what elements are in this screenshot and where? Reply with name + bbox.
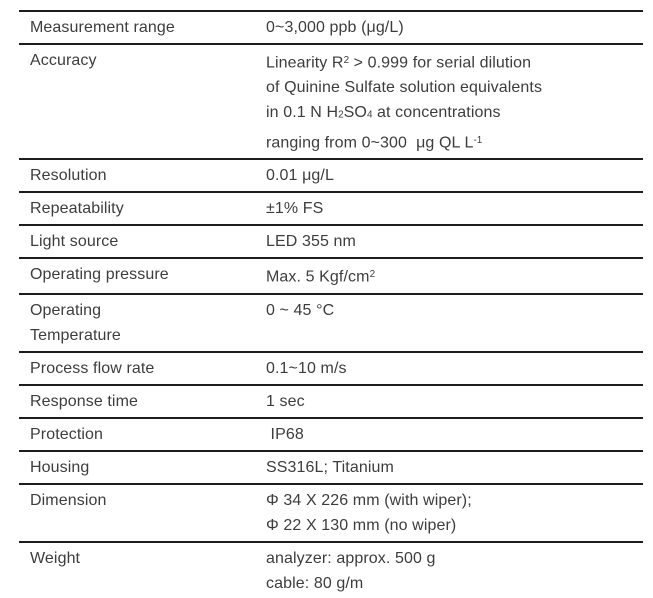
- spec-value-line: 1 sec: [266, 389, 643, 414]
- spec-label-line: Temperature: [30, 326, 121, 344]
- spec-value-line: cable: 80 g/m: [266, 571, 643, 596]
- spec-label-line: Weight: [30, 549, 81, 567]
- spec-label: Dimension: [19, 488, 266, 538]
- spec-value-line: Φ 22 X 130 mm (no wiper): [266, 513, 643, 538]
- spec-value-sup-segment: 2: [343, 55, 350, 66]
- spec-value-sup-segment: -1: [473, 134, 483, 146]
- spec-table: Measurement range 0~3,000 ppb (μg/L) Acc…: [19, 10, 643, 598]
- spec-label-line: Measurement range: [30, 19, 175, 36]
- spec-value-segment: Max. 5 Kgf/cm: [266, 268, 370, 286]
- spec-row: Response time 1 sec: [19, 386, 643, 419]
- spec-label: Process flow rate: [19, 356, 266, 381]
- spec-value: Max. 5 Kgf/cm2: [266, 262, 643, 289]
- spec-label: Protection: [19, 422, 266, 447]
- spec-row: Accuracy Linearity R2 > 0.999 for serial…: [19, 45, 643, 161]
- spec-row: Light source LED 355 nm: [19, 226, 643, 260]
- spec-value-segment: Φ 22 X 130 mm (no wiper): [266, 516, 457, 534]
- spec-value-segment: Φ 34 X 226 mm (with wiper);: [266, 491, 472, 509]
- spec-label: Accuracy: [19, 48, 266, 155]
- spec-row: Housing SS316L; Titanium: [19, 452, 643, 485]
- spec-value-segment: 0~3,000 ppb (μg/L): [266, 19, 404, 36]
- spec-label: Measurement range: [19, 15, 266, 40]
- spec-value: 0 ~ 45 °C: [266, 298, 643, 348]
- spec-value-segment: ranging from 0~300 μg QL L: [266, 134, 474, 152]
- spec-label-line: Response time: [30, 392, 139, 410]
- spec-value-line: of Quinine Sulfate solution equivalents: [266, 75, 643, 100]
- spec-label-line: Operating: [30, 301, 102, 319]
- spec-value-line: Max. 5 Kgf/cm2: [266, 262, 643, 289]
- spec-label-line: Resolution: [30, 167, 107, 185]
- spec-value-line: Φ 34 X 226 mm (with wiper);: [266, 488, 643, 513]
- spec-value: 0~3,000 ppb (μg/L): [266, 15, 643, 40]
- spec-value-segment: at concentrations: [372, 104, 501, 122]
- spec-label-line: Light source: [30, 233, 119, 251]
- spec-value-segment: SS316L; Titanium: [266, 458, 394, 476]
- spec-label-line: Protection: [30, 425, 104, 443]
- spec-value-sub-segment: 2: [338, 109, 344, 121]
- spec-label-line: Process flow rate: [30, 359, 155, 377]
- spec-row: Protection IP68: [19, 419, 643, 452]
- spec-label: Housing: [19, 455, 266, 480]
- spec-value-segment: of Quinine Sulfate solution equivalents: [266, 79, 543, 97]
- spec-row: Measurement range 0~3,000 ppb (μg/L): [19, 12, 643, 45]
- spec-value-segment: analyzer: approx. 500 g: [266, 549, 436, 567]
- spec-value-line: 0.01 μg/L: [266, 163, 643, 188]
- spec-value: 1 sec: [266, 389, 643, 414]
- spec-value: 0.1~10 m/s: [266, 356, 643, 381]
- spec-value-segment: ±1% FS: [266, 200, 324, 218]
- spec-value: ±1% FS: [266, 196, 643, 221]
- spec-value-line: 0 ~ 45 °C: [266, 298, 643, 323]
- spec-row: Operating pressure Max. 5 Kgf/cm2: [19, 259, 643, 295]
- spec-value-segment: IP68: [266, 425, 304, 443]
- spec-value-segment: cable: 80 g/m: [266, 574, 364, 592]
- spec-value: 0.01 μg/L: [266, 163, 643, 188]
- spec-label-line: Accuracy: [30, 52, 97, 69]
- spec-value-line: 0.1~10 m/s: [266, 356, 643, 381]
- spec-value-segment: SO: [343, 104, 367, 122]
- spec-label: Light source: [19, 229, 266, 254]
- spec-value-line: SS316L; Titanium: [266, 455, 643, 480]
- spec-value-sub-segment: 4: [366, 109, 373, 121]
- spec-label: Repeatability: [19, 196, 266, 221]
- spec-row: Process flow rate 0.1~10 m/s: [19, 353, 643, 386]
- spec-row: Operating Temperature 0 ~ 45 °C: [19, 295, 643, 353]
- spec-value-segment: > 0.999 for serial dilution: [349, 54, 532, 72]
- spec-value: LED 355 nm: [266, 229, 643, 254]
- spec-value: Φ 34 X 226 mm (with wiper); Φ 22 X 130 mm…: [266, 488, 643, 538]
- spec-label-line: Operating pressure: [30, 266, 169, 284]
- spec-value: IP68: [266, 422, 643, 447]
- spec-row: Dimension Φ 34 X 226 mm (with wiper); Φ 2…: [19, 485, 643, 543]
- spec-value-segment: LED 355 nm: [266, 233, 356, 251]
- spec-label: Weight: [19, 546, 266, 596]
- spec-label: Resolution: [19, 163, 266, 188]
- spec-label: Operating pressure: [19, 262, 266, 289]
- spec-value-line: 0~3,000 ppb (μg/L): [266, 15, 643, 40]
- spec-value: Linearity R2 > 0.999 for serial dilution…: [266, 48, 643, 155]
- spec-row: Repeatability ±1% FS: [19, 193, 643, 227]
- spec-value: SS316L; Titanium: [266, 455, 643, 480]
- spec-value-line: analyzer: approx. 500 g: [266, 546, 643, 571]
- spec-label-line: Housing: [30, 458, 90, 476]
- spec-value: analyzer: approx. 500 g cable: 80 g/m: [266, 546, 643, 596]
- spec-value-line: in 0.1 N H2SO4 at concentrations: [266, 100, 643, 127]
- spec-value-line: ranging from 0~300 μg QL L-1: [266, 128, 643, 155]
- spec-value-segment: Linearity R: [266, 54, 344, 72]
- spec-value-segment: 0 ~ 45 °C: [266, 301, 335, 319]
- spec-value-line: ±1% FS: [266, 196, 643, 221]
- spec-row: Weight analyzer: approx. 500 g cable: 80 …: [19, 543, 643, 598]
- spec-label: Response time: [19, 389, 266, 414]
- spec-value-line: LED 355 nm: [266, 229, 643, 254]
- spec-value-line: Linearity R2 > 0.999 for serial dilution: [266, 48, 643, 75]
- spec-value-line: IP68: [266, 422, 643, 447]
- spec-value-sup-segment: 2: [369, 269, 376, 281]
- spec-row: Resolution 0.01 μg/L: [19, 160, 643, 194]
- spec-value-segment: 1 sec: [266, 392, 305, 410]
- spec-label-line: Dimension: [30, 491, 107, 509]
- spec-label-line: Repeatability: [30, 200, 124, 218]
- spec-value-segment: 0.01 μg/L: [266, 167, 334, 185]
- spec-label: Operating Temperature: [19, 298, 266, 348]
- spec-value-segment: 0.1~10 m/s: [266, 359, 347, 377]
- spec-value-segment: in 0.1 N H: [266, 104, 339, 122]
